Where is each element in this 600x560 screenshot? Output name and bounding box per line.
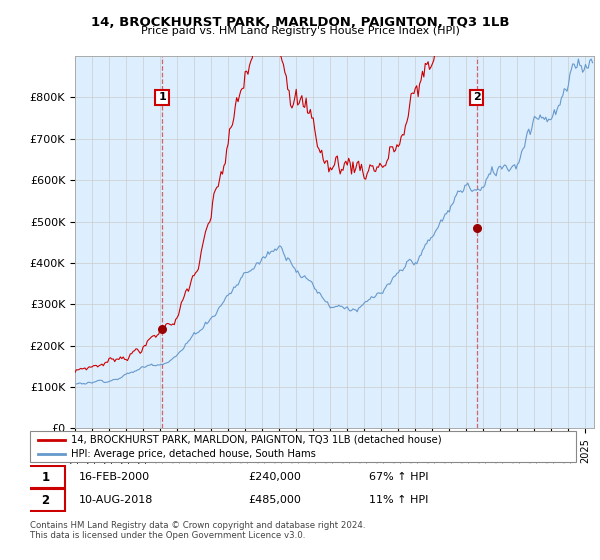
Text: 2: 2	[41, 493, 49, 507]
Text: Price paid vs. HM Land Registry's House Price Index (HPI): Price paid vs. HM Land Registry's House …	[140, 26, 460, 36]
Text: £485,000: £485,000	[248, 495, 301, 505]
Text: 11% ↑ HPI: 11% ↑ HPI	[368, 495, 428, 505]
Text: 10-AUG-2018: 10-AUG-2018	[79, 495, 154, 505]
FancyBboxPatch shape	[25, 466, 65, 488]
Text: 2: 2	[473, 92, 481, 102]
Text: 16-FEB-2000: 16-FEB-2000	[79, 472, 150, 482]
FancyBboxPatch shape	[25, 489, 65, 511]
Text: 14, BROCKHURST PARK, MARLDON, PAIGNTON, TQ3 1LB: 14, BROCKHURST PARK, MARLDON, PAIGNTON, …	[91, 16, 509, 29]
Text: HPI: Average price, detached house, South Hams: HPI: Average price, detached house, Sout…	[71, 449, 316, 459]
Point	[472, 223, 481, 232]
Text: Contains HM Land Registry data © Crown copyright and database right 2024.
This d: Contains HM Land Registry data © Crown c…	[30, 521, 365, 540]
Text: 67% ↑ HPI: 67% ↑ HPI	[368, 472, 428, 482]
Text: 1: 1	[158, 92, 166, 102]
Point	[157, 325, 167, 334]
FancyBboxPatch shape	[30, 431, 576, 462]
Text: 1: 1	[41, 470, 49, 484]
Text: 14, BROCKHURST PARK, MARLDON, PAIGNTON, TQ3 1LB (detached house): 14, BROCKHURST PARK, MARLDON, PAIGNTON, …	[71, 435, 442, 445]
Text: £240,000: £240,000	[248, 472, 301, 482]
